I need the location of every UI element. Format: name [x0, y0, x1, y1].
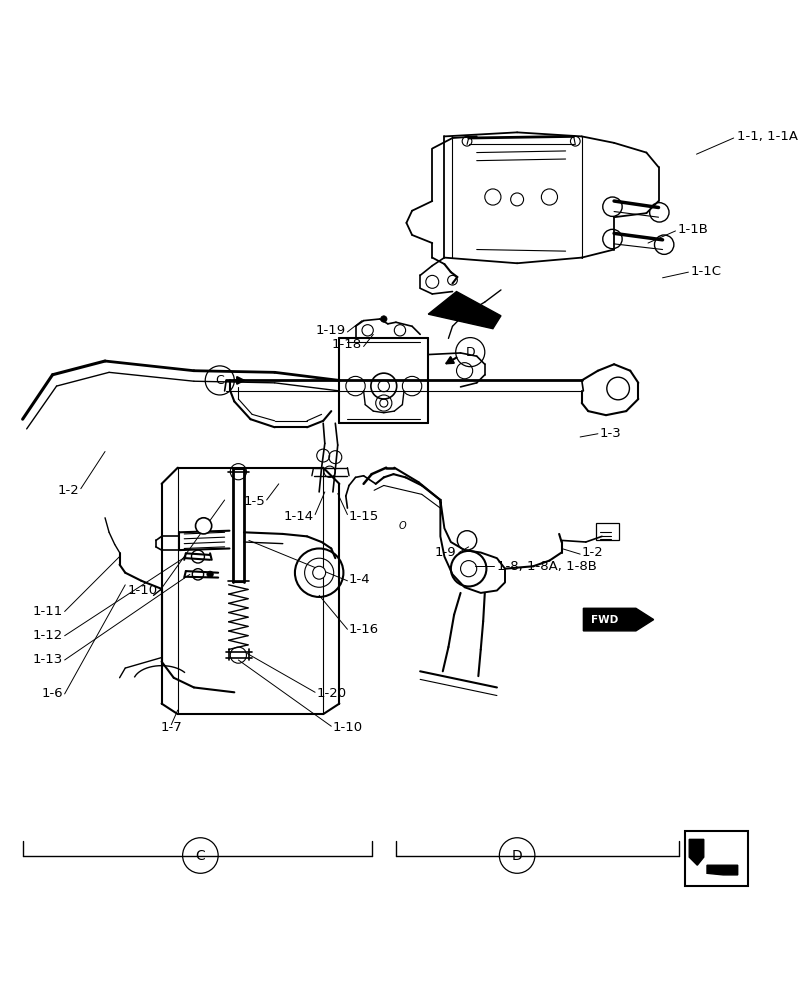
Text: 1-2: 1-2: [582, 546, 604, 559]
Text: 1-4: 1-4: [349, 573, 371, 586]
Text: 1-16: 1-16: [349, 623, 379, 636]
Text: 1-19: 1-19: [316, 324, 346, 337]
Text: 1-18: 1-18: [332, 338, 362, 351]
Text: 1-1C: 1-1C: [691, 265, 722, 278]
Text: 1-15: 1-15: [349, 510, 379, 523]
Text: FWD: FWD: [591, 615, 618, 625]
Text: 1-10: 1-10: [128, 584, 158, 597]
Text: 1-13: 1-13: [33, 653, 63, 666]
Text: C: C: [196, 849, 205, 863]
Circle shape: [196, 518, 212, 534]
Text: 1-9: 1-9: [435, 546, 457, 559]
Text: 1-7: 1-7: [161, 721, 182, 734]
Bar: [596, 523, 619, 540]
Text: O: O: [398, 521, 406, 531]
Text: 1-5: 1-5: [243, 495, 265, 508]
Text: D: D: [465, 346, 475, 359]
Circle shape: [381, 316, 387, 322]
Polygon shape: [689, 839, 704, 865]
Text: 1-12: 1-12: [33, 629, 63, 642]
Circle shape: [313, 566, 326, 579]
Text: 1-2: 1-2: [57, 484, 79, 497]
Text: 1-11: 1-11: [33, 605, 63, 618]
Text: D: D: [511, 849, 523, 863]
Text: 1-1B: 1-1B: [677, 223, 708, 236]
Text: 1-8, 1-8A, 1-8B: 1-8, 1-8A, 1-8B: [497, 560, 597, 573]
Text: 1-3: 1-3: [600, 427, 621, 440]
Bar: [685, 831, 748, 886]
Text: C: C: [216, 374, 224, 387]
Text: 1-10: 1-10: [333, 721, 363, 734]
Text: 1-6: 1-6: [41, 687, 63, 700]
Polygon shape: [583, 608, 654, 631]
Polygon shape: [428, 292, 501, 329]
Circle shape: [207, 571, 213, 578]
Text: 1-14: 1-14: [284, 510, 314, 523]
Text: 1-20: 1-20: [317, 687, 347, 700]
Polygon shape: [707, 865, 738, 875]
Text: 1-1, 1-1A: 1-1, 1-1A: [737, 130, 797, 143]
